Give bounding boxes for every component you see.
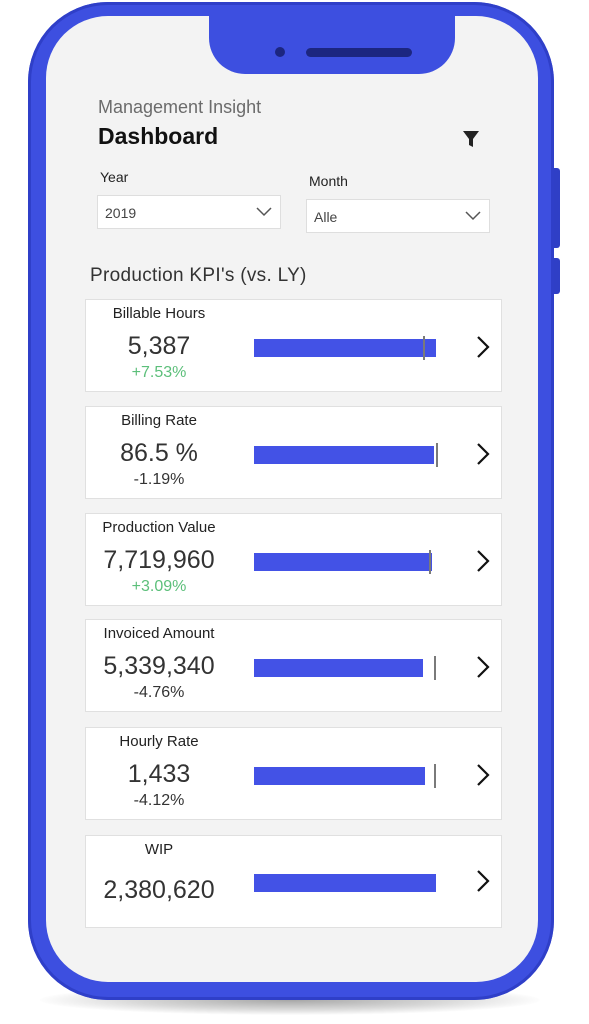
chevron-right-icon[interactable]	[475, 549, 491, 573]
year-label: Year	[100, 169, 129, 185]
month-dropdown[interactable]: Alle	[306, 199, 490, 233]
kpi-bullet-chart	[254, 443, 438, 467]
kpi-change: -4.12%	[133, 792, 185, 809]
chevron-right-icon[interactable]	[475, 442, 491, 466]
camera-icon	[275, 47, 285, 57]
kpi-bullet-chart	[254, 874, 438, 892]
month-label: Month	[309, 173, 348, 189]
chevron-down-icon	[465, 211, 481, 221]
kpi-bar	[254, 767, 425, 785]
kpi-bullet-chart	[254, 656, 438, 680]
kpi-card[interactable]: Production Value 7,719,960 +3.09%	[85, 513, 502, 606]
filter-icon[interactable]	[460, 128, 482, 150]
section-title: Production KPI's (vs. LY)	[90, 265, 307, 286]
kpi-value: 5,339,340	[103, 652, 215, 680]
kpi-card[interactable]: Billing Rate 86.5 % -1.19%	[85, 406, 502, 499]
volume-button	[551, 168, 560, 248]
kpi-target-marker	[423, 336, 425, 360]
chevron-right-icon[interactable]	[475, 763, 491, 787]
month-value: Alle	[314, 209, 338, 225]
chevron-right-icon[interactable]	[475, 869, 491, 893]
kpi-bullet-chart	[254, 550, 438, 574]
kpi-value: 5,387	[127, 332, 191, 360]
kpi-bullet-chart	[254, 336, 438, 360]
app-subtitle: Management Insight	[98, 97, 262, 117]
phone-notch	[209, 16, 455, 74]
kpi-change: +3.09%	[131, 578, 187, 595]
year-value: 2019	[105, 205, 137, 221]
kpi-name: WIP	[144, 841, 174, 858]
kpi-value: 86.5 %	[120, 439, 198, 467]
kpi-bar	[254, 553, 432, 571]
kpi-card[interactable]: Invoiced Amount 5,339,340 -4.76%	[85, 619, 502, 712]
kpi-value: 1,433	[127, 760, 191, 788]
chevron-down-icon	[256, 207, 272, 217]
kpi-bar	[254, 659, 423, 677]
kpi-bar	[254, 339, 436, 357]
year-dropdown[interactable]: 2019	[97, 195, 281, 229]
kpi-change: +7.53%	[131, 364, 187, 381]
phone-screen	[46, 16, 538, 982]
kpi-change: -4.76%	[133, 684, 185, 701]
kpi-name: Production Value	[102, 519, 216, 536]
kpi-bar	[254, 874, 436, 892]
kpi-target-marker	[434, 656, 436, 680]
kpi-bullet-chart	[254, 764, 438, 788]
kpi-card[interactable]: Billable Hours 5,387 +7.53%	[85, 299, 502, 392]
kpi-value: 7,719,960	[103, 546, 215, 574]
power-button	[551, 258, 560, 294]
kpi-target-marker	[429, 550, 431, 574]
chevron-right-icon[interactable]	[475, 655, 491, 679]
speaker-grille	[306, 48, 412, 57]
page-title: Dashboard	[98, 123, 219, 149]
kpi-value: 2,380,620	[103, 876, 215, 904]
kpi-name: Billable Hours	[112, 305, 206, 322]
kpi-bar	[254, 446, 434, 464]
kpi-change: -1.19%	[133, 471, 185, 488]
kpi-target-marker	[436, 443, 438, 467]
kpi-target-marker	[434, 764, 436, 788]
kpi-name: Invoiced Amount	[103, 625, 215, 642]
kpi-name: Hourly Rate	[119, 733, 199, 750]
kpi-name: Billing Rate	[121, 412, 197, 429]
kpi-card[interactable]: WIP 2,380,620	[85, 835, 502, 928]
kpi-card[interactable]: Hourly Rate 1,433 -4.12%	[85, 727, 502, 820]
chevron-right-icon[interactable]	[475, 335, 491, 359]
